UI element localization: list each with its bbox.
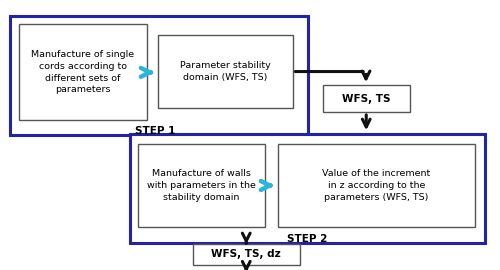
- Text: STEP 1: STEP 1: [135, 126, 175, 136]
- FancyBboxPatch shape: [322, 85, 410, 112]
- FancyBboxPatch shape: [158, 35, 292, 108]
- FancyBboxPatch shape: [278, 144, 475, 227]
- Text: Manufacture of single
cords according to
different sets of
parameters: Manufacture of single cords according to…: [31, 50, 134, 94]
- Text: WFS, TS, dz: WFS, TS, dz: [212, 249, 281, 259]
- Text: WFS, TS: WFS, TS: [342, 93, 390, 104]
- FancyBboxPatch shape: [19, 24, 146, 120]
- FancyBboxPatch shape: [10, 16, 308, 135]
- FancyBboxPatch shape: [138, 144, 265, 227]
- Text: Value of the increment
in z according to the
parameters (WFS, TS): Value of the increment in z according to…: [322, 169, 430, 202]
- FancyBboxPatch shape: [130, 134, 485, 243]
- Text: Manufacture of walls
with parameters in the
stability domain: Manufacture of walls with parameters in …: [147, 169, 256, 202]
- Text: STEP 2: STEP 2: [288, 234, 328, 244]
- Text: Parameter stability
domain (WFS, TS): Parameter stability domain (WFS, TS): [180, 61, 270, 82]
- FancyBboxPatch shape: [192, 244, 300, 265]
